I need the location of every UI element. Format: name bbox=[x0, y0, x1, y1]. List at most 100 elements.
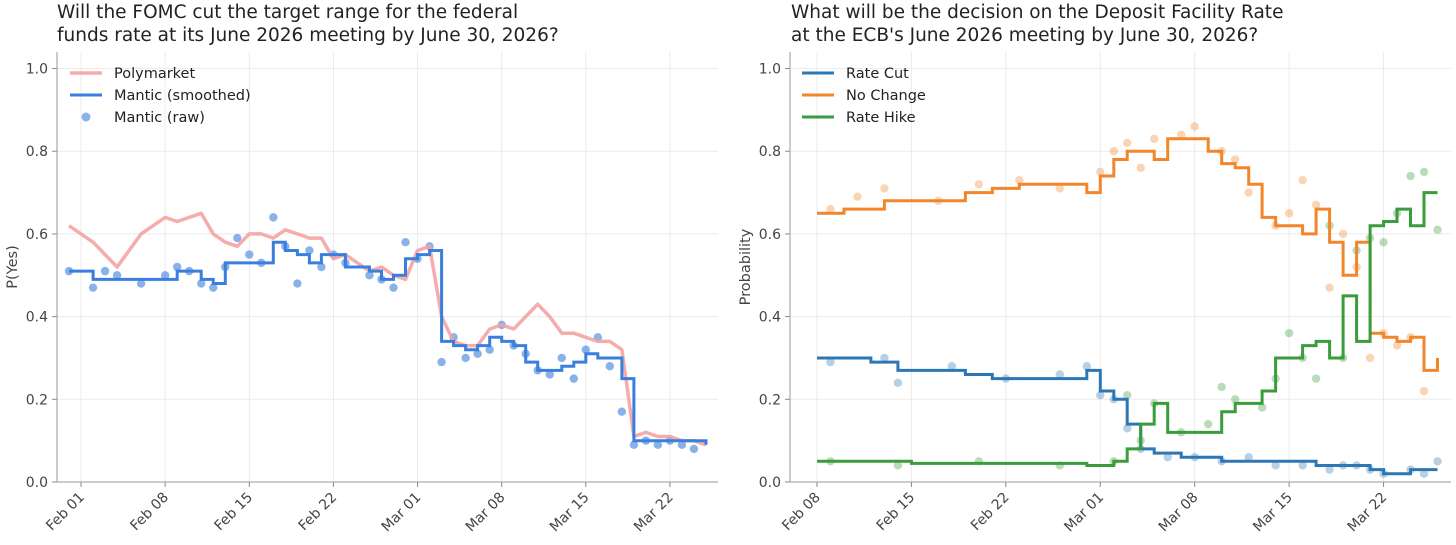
x-tick-label: Feb 15 bbox=[212, 490, 257, 535]
y-tick-label: 0.2 bbox=[26, 392, 48, 408]
x-tick-label: Mar 08 bbox=[463, 490, 509, 536]
series-layer bbox=[64, 211, 708, 454]
rate-hike-legend-label: Rate Hike bbox=[846, 110, 916, 126]
series-4-point bbox=[1150, 134, 1159, 144]
mantic-raw-point bbox=[233, 233, 242, 243]
series-3-point bbox=[947, 362, 957, 371]
mantic-raw-point bbox=[88, 283, 98, 292]
y-tick-label: 1.0 bbox=[26, 62, 48, 78]
series-3-point bbox=[1433, 457, 1442, 466]
mantic-raw-point bbox=[172, 262, 182, 272]
y-axis-label: Probability bbox=[738, 228, 754, 305]
x-tick-label: Feb 22 bbox=[296, 490, 341, 535]
mantic-raw-point bbox=[485, 345, 494, 354]
mantic-smoothed-legend-label: Mantic (smoothed) bbox=[114, 88, 251, 104]
series-5-point bbox=[893, 461, 903, 470]
y-tick-label: 1.0 bbox=[759, 62, 781, 78]
mantic-raw-point bbox=[581, 345, 590, 354]
y-tick-label: 0.0 bbox=[759, 475, 781, 491]
mantic-raw-point bbox=[461, 353, 470, 363]
y-tick-label: 0.0 bbox=[26, 475, 48, 491]
x-tick-label: Mar 01 bbox=[379, 490, 425, 536]
series-3-point bbox=[1419, 469, 1429, 478]
y-axis-label: P(Yes) bbox=[5, 245, 21, 288]
mantic-raw-point bbox=[245, 250, 254, 259]
mantic-raw-point bbox=[112, 271, 122, 280]
series-4-point bbox=[853, 192, 862, 201]
polymarket-legend-label: Polymarket bbox=[114, 66, 195, 82]
rate-hike-line bbox=[817, 191, 1438, 467]
x-tick-label: Feb 22 bbox=[968, 490, 1013, 535]
series-3-point bbox=[1271, 461, 1280, 470]
rate-cut-legend-label: Rate Cut bbox=[846, 66, 909, 82]
series-3-point bbox=[826, 357, 835, 367]
chart-title-line: funds rate at its June 2026 meeting by J… bbox=[57, 25, 559, 46]
series-4-point bbox=[880, 184, 889, 193]
mantic-raw-point bbox=[653, 440, 663, 449]
mantic-smoothed-line bbox=[69, 240, 708, 445]
ecb-chart-panel: 0.0 0.2 0.4 0.6 0.8 1.0 Feb 08 Feb 15 Feb 22 Mar … bbox=[738, 2, 1451, 535]
polymarket-line bbox=[68, 211, 707, 447]
mantic-raw-point bbox=[136, 279, 146, 288]
chart-title-line: Will the FOMC cut the target range for t… bbox=[57, 2, 518, 23]
no-change-line bbox=[817, 137, 1439, 372]
series-4-point bbox=[1096, 167, 1105, 177]
y-tick-label: 0.6 bbox=[759, 227, 781, 243]
series-4-point bbox=[1419, 386, 1429, 396]
mantic-raw-legend-marker bbox=[81, 112, 91, 122]
series-4-point bbox=[1123, 138, 1132, 148]
x-tick-label: Feb 08 bbox=[127, 490, 172, 535]
series-4-point bbox=[1311, 200, 1321, 210]
y-tick-label: 0.4 bbox=[759, 310, 781, 326]
series-4-point bbox=[1015, 175, 1024, 185]
series-4-point bbox=[826, 204, 835, 214]
series-4-point bbox=[1298, 175, 1307, 185]
mantic-raw-point bbox=[401, 237, 410, 247]
y-tick-label: 0.8 bbox=[26, 144, 48, 160]
grid bbox=[57, 52, 718, 483]
legend: Polymarket Mantic (smoothed) Mantic (raw) bbox=[70, 66, 251, 126]
series-4-point bbox=[1055, 184, 1064, 193]
mantic-raw-point bbox=[100, 266, 110, 276]
series-5-point bbox=[1230, 395, 1240, 404]
series-4-point bbox=[1177, 130, 1186, 139]
series-4-point bbox=[1244, 188, 1253, 197]
series-3-point bbox=[1082, 362, 1091, 371]
series-5-point bbox=[1311, 374, 1321, 383]
series-5-point bbox=[1379, 237, 1388, 247]
series-5-point bbox=[1257, 403, 1267, 412]
mantic-raw-legend-label: Mantic (raw) bbox=[114, 110, 205, 126]
x-tick-label: Mar 15 bbox=[547, 490, 593, 536]
mantic-raw-point bbox=[569, 374, 578, 383]
mantic-raw-point bbox=[269, 213, 278, 222]
series-4-point bbox=[1190, 122, 1199, 131]
series-3-point bbox=[893, 378, 903, 387]
series-5-point bbox=[1433, 225, 1442, 234]
series-5-point bbox=[1203, 419, 1213, 429]
y-tick-label: 0.8 bbox=[759, 144, 781, 160]
mantic-raw-point bbox=[209, 283, 218, 292]
series-5-point bbox=[1406, 171, 1415, 181]
mantic-raw-point bbox=[160, 271, 170, 280]
series-4-point bbox=[1284, 209, 1294, 218]
x-tick-label: Feb 15 bbox=[874, 490, 919, 535]
mantic-raw-point bbox=[305, 246, 314, 255]
y-tick-label: 0.6 bbox=[26, 227, 48, 243]
x-tick-label: Mar 22 bbox=[631, 490, 677, 536]
x-tick-label: Feb 01 bbox=[43, 490, 88, 535]
series-4-point bbox=[1109, 147, 1118, 156]
mantic-raw-point bbox=[437, 357, 446, 367]
y-tick-label: 0.2 bbox=[759, 392, 781, 408]
series-4-points bbox=[826, 122, 1429, 396]
series-3-point bbox=[1055, 370, 1064, 379]
mantic-raw-point bbox=[677, 440, 687, 449]
plot-area bbox=[790, 52, 1451, 482]
mantic-raw-point bbox=[473, 349, 482, 359]
series-3-point bbox=[1298, 461, 1307, 470]
x-tick-label: Feb 08 bbox=[779, 490, 824, 535]
x-tick-label: Mar 15 bbox=[1250, 490, 1296, 536]
x-tick-label: Mar 22 bbox=[1345, 490, 1391, 536]
series-4-point bbox=[1230, 155, 1240, 164]
series-3-point bbox=[1244, 452, 1253, 462]
